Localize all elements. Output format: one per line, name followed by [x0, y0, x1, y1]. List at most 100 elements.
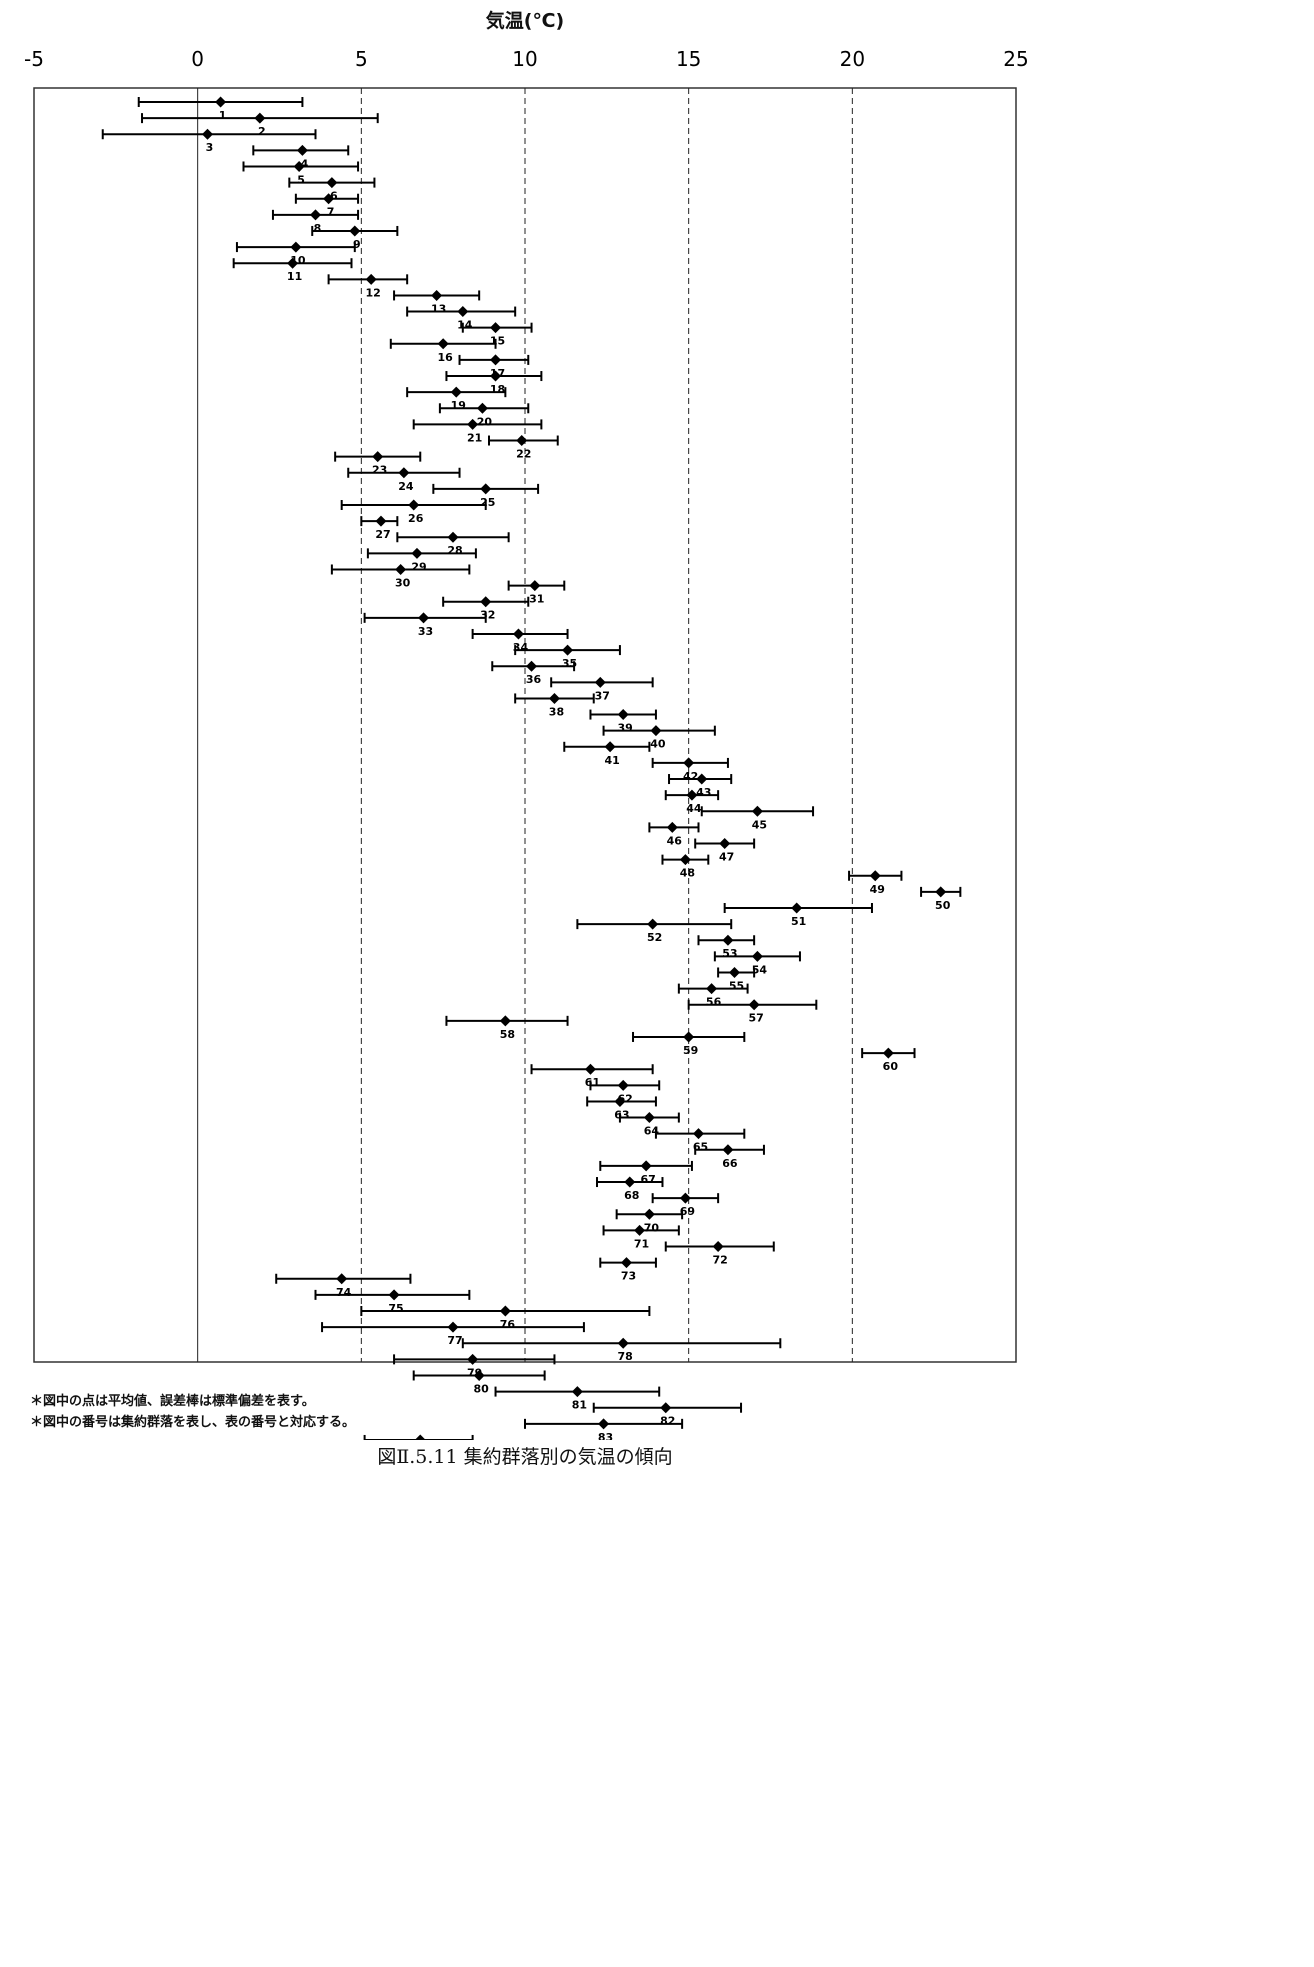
community-label-52: 52: [647, 931, 662, 944]
mean-marker-10: [290, 241, 302, 253]
mean-marker-74: [336, 1273, 348, 1285]
community-label-73: 73: [621, 1270, 636, 1283]
mean-marker-64: [643, 1112, 655, 1124]
community-label-72: 72: [712, 1254, 727, 1267]
community-label-76: 76: [500, 1318, 516, 1331]
mean-marker-61: [584, 1063, 596, 1075]
mean-marker-68: [624, 1176, 636, 1188]
mean-marker-78: [617, 1337, 629, 1349]
community-label-15: 15: [490, 335, 505, 348]
community-label-24: 24: [398, 480, 414, 493]
mean-marker-79: [467, 1353, 479, 1365]
mean-marker-24: [398, 467, 410, 479]
mean-marker-5: [293, 160, 305, 172]
community-label-58: 58: [500, 1028, 515, 1041]
mean-marker-31: [529, 580, 541, 592]
community-label-43: 43: [696, 786, 711, 799]
mean-marker-58: [499, 1015, 511, 1027]
mean-marker-47: [719, 838, 731, 850]
community-label-13: 13: [431, 302, 446, 315]
mean-marker-9: [349, 225, 361, 237]
mean-marker-3: [201, 128, 213, 140]
community-label-70: 70: [644, 1221, 660, 1234]
mean-marker-16: [437, 338, 449, 350]
community-label-1: 1: [219, 109, 227, 122]
community-label-3: 3: [206, 141, 214, 154]
mean-marker-6: [326, 177, 338, 189]
community-label-71: 71: [634, 1237, 649, 1250]
mean-marker-49: [869, 870, 881, 882]
community-label-54: 54: [752, 963, 768, 976]
community-label-78: 78: [618, 1350, 633, 1363]
community-label-32: 32: [480, 609, 495, 622]
mean-marker-19: [450, 386, 462, 398]
community-label-64: 64: [644, 1125, 660, 1138]
mean-marker-53: [722, 934, 734, 946]
community-label-18: 18: [490, 383, 505, 396]
community-label-9: 9: [353, 238, 361, 251]
x-tick-label: 10: [512, 47, 537, 71]
mean-marker-29: [411, 547, 423, 559]
mean-marker-38: [548, 692, 560, 704]
mean-marker-21: [467, 418, 479, 430]
x-tick-label: 5: [355, 47, 368, 71]
community-label-47: 47: [719, 851, 734, 864]
community-label-25: 25: [480, 496, 495, 509]
mean-marker-51: [791, 902, 803, 914]
community-label-77: 77: [447, 1334, 462, 1347]
mean-marker-36: [526, 660, 538, 672]
mean-marker-50: [935, 886, 947, 898]
mean-marker-59: [683, 1031, 695, 1043]
mean-marker-43: [696, 773, 708, 785]
mean-marker-76: [499, 1305, 511, 1317]
community-label-8: 8: [314, 222, 322, 235]
community-label-81: 81: [572, 1399, 587, 1412]
community-label-31: 31: [529, 593, 544, 606]
mean-marker-55: [728, 966, 740, 978]
community-label-56: 56: [706, 996, 722, 1009]
figure-caption: 図Ⅱ.5.11 集約群落別の気温の傾向: [377, 1446, 673, 1468]
community-label-38: 38: [549, 705, 564, 718]
community-label-53: 53: [722, 947, 737, 960]
community-label-36: 36: [526, 673, 542, 686]
community-label-29: 29: [411, 560, 426, 573]
mean-marker-60: [882, 1047, 894, 1059]
mean-marker-34: [512, 628, 524, 640]
mean-marker-1: [215, 96, 227, 108]
mean-marker-40: [650, 725, 662, 737]
chart-canvas: -505101520251234567891011121314151617181…: [24, 47, 1029, 1440]
community-label-27: 27: [375, 528, 390, 541]
mean-marker-62: [617, 1079, 629, 1091]
mean-marker-14: [457, 306, 469, 318]
community-label-16: 16: [438, 351, 454, 364]
community-label-26: 26: [408, 512, 424, 525]
community-label-49: 49: [870, 883, 885, 896]
mean-marker-7: [323, 193, 335, 205]
community-label-82: 82: [660, 1415, 675, 1428]
mean-marker-80: [473, 1369, 485, 1381]
mean-marker-12: [365, 273, 377, 285]
community-label-7: 7: [327, 206, 335, 219]
mean-marker-13: [431, 289, 443, 301]
mean-marker-4: [296, 144, 308, 156]
community-label-12: 12: [365, 286, 380, 299]
community-label-28: 28: [447, 544, 462, 557]
mean-marker-35: [562, 644, 574, 656]
mean-marker-81: [571, 1386, 583, 1398]
mean-marker-23: [372, 451, 384, 463]
x-axis-title: 気温(℃): [485, 10, 565, 32]
mean-marker-27: [375, 515, 387, 527]
mean-marker-66: [722, 1144, 734, 1156]
community-label-14: 14: [457, 319, 473, 332]
community-label-45: 45: [752, 818, 767, 831]
mean-marker-25: [480, 483, 492, 495]
mean-marker-69: [679, 1192, 691, 1204]
community-label-80: 80: [474, 1382, 490, 1395]
mean-marker-52: [647, 918, 659, 930]
community-label-11: 11: [287, 270, 302, 283]
community-label-4: 4: [301, 157, 309, 170]
community-label-19: 19: [451, 399, 466, 412]
mean-marker-57: [748, 999, 760, 1011]
mean-marker-83: [598, 1418, 610, 1430]
mean-marker-75: [388, 1289, 400, 1301]
